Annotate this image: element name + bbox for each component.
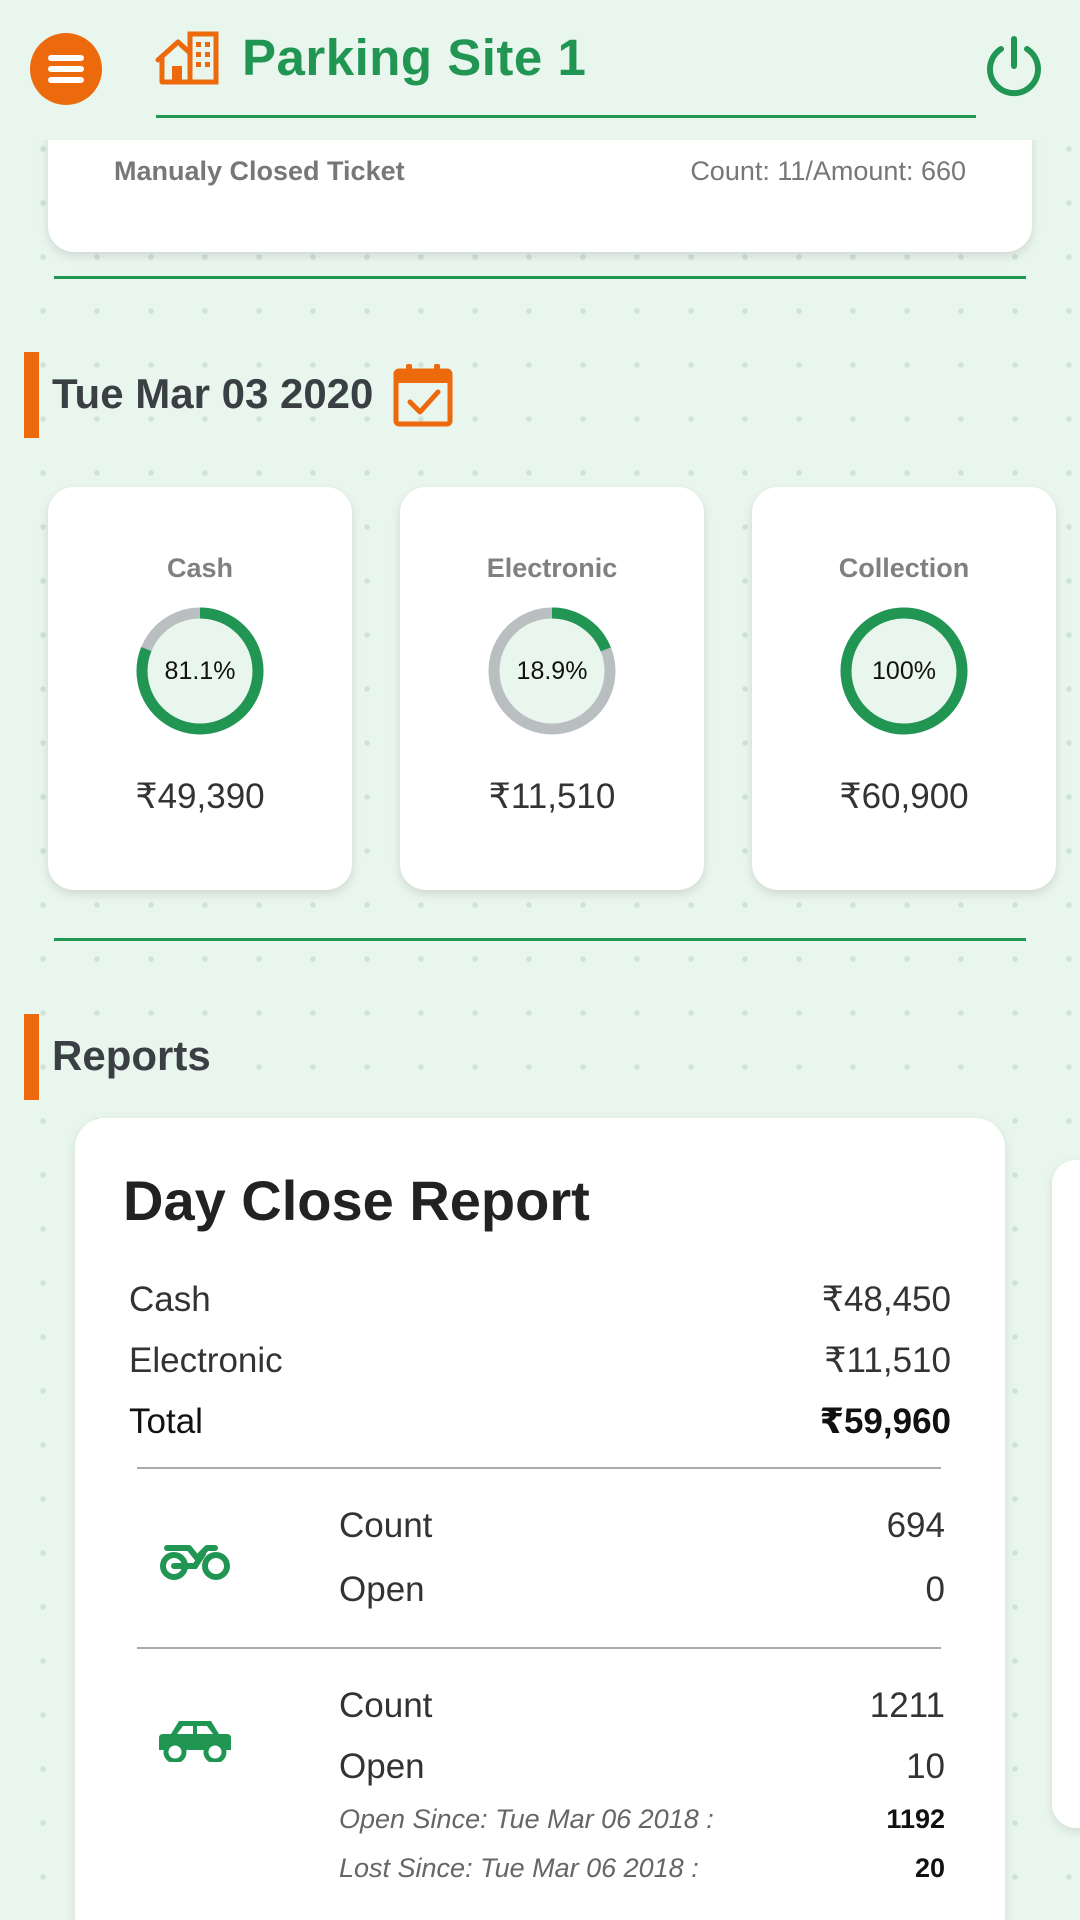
building-home-icon — [155, 31, 219, 85]
row-label: Total — [129, 1402, 203, 1441]
manual-closed-ticket-value: Count: 11/Amount: 660 — [690, 156, 966, 186]
row-value: 1192 — [886, 1804, 945, 1834]
row-value: 694 — [886, 1506, 945, 1545]
row-label: Electronic — [129, 1341, 283, 1380]
report-separator — [137, 1467, 941, 1469]
page-title: Parking Site 1 — [242, 29, 587, 86]
header-underline — [156, 115, 976, 118]
row-label: Count — [339, 1686, 433, 1725]
section-accent-bar — [24, 352, 39, 438]
stat-amount: ₹49,390 — [135, 777, 265, 816]
row-value: 20 — [914, 1853, 945, 1883]
car-open-since-row: Open Since: Tue Mar 06 2018 : 1192 — [339, 1804, 945, 1835]
cash-stat-card: Cash 81.1% ₹49,390 — [48, 487, 352, 890]
bike-count-row: Count 694 — [339, 1506, 945, 1546]
row-label: Cash — [129, 1280, 211, 1319]
car-lost-since-row: Lost Since: Tue Mar 06 2018 : 20 — [339, 1853, 945, 1884]
section-divider — [54, 938, 1026, 941]
cash-progress-ring — [136, 607, 264, 735]
next-report-card[interactable] — [1052, 1160, 1080, 1828]
row-label: Lost Since: Tue Mar 06 2018 : — [339, 1853, 699, 1883]
calendar-check-icon[interactable] — [392, 362, 454, 428]
bike-open-row: Open 0 — [339, 1570, 945, 1610]
menu-button[interactable] — [30, 33, 102, 105]
row-value: ₹59,960 — [819, 1402, 951, 1441]
motorcycle-icon — [160, 1545, 230, 1580]
car-icon — [159, 1721, 231, 1762]
section-divider — [54, 276, 1026, 279]
collection-stat-card: Collection 100% ₹60,900 — [752, 487, 1056, 890]
app-header: Parking Site 1 — [0, 0, 1080, 140]
stat-amount: ₹60,900 — [839, 777, 969, 816]
row-label: Open — [339, 1570, 425, 1609]
day-close-report-card[interactable]: Day Close Report Cash ₹48,450 Electronic… — [75, 1118, 1005, 1920]
collection-progress-ring — [840, 607, 968, 735]
row-value: 0 — [925, 1570, 945, 1609]
hamburger-menu-icon — [48, 55, 84, 61]
electronic-stat-card: Electronic 18.9% ₹11,510 — [400, 487, 704, 890]
section-accent-bar — [24, 1014, 39, 1100]
stat-amount: ₹11,510 — [488, 777, 616, 816]
row-value: ₹11,510 — [824, 1341, 951, 1380]
report-cash-row: Cash ₹48,450 — [129, 1280, 951, 1320]
row-value: ₹48,450 — [821, 1280, 951, 1319]
row-value: 10 — [906, 1747, 945, 1786]
report-separator — [137, 1647, 941, 1649]
row-label: Open — [339, 1747, 425, 1786]
report-total-row: Total ₹59,960 — [129, 1402, 951, 1442]
power-icon[interactable] — [982, 34, 1046, 98]
car-count-row: Count 1211 — [339, 1686, 945, 1726]
date-title: Tue Mar 03 2020 — [52, 370, 374, 417]
stat-percent: 100% — [872, 657, 936, 685]
row-label: Open Since: Tue Mar 06 2018 : — [339, 1804, 714, 1834]
report-electronic-row: Electronic ₹11,510 — [129, 1341, 951, 1381]
stat-percent: 18.9% — [516, 657, 588, 685]
car-open-row: Open 10 — [339, 1747, 945, 1787]
report-title: Day Close Report — [123, 1169, 590, 1232]
stat-label: Collection — [838, 553, 970, 583]
electronic-progress-ring — [488, 607, 616, 735]
stat-label: Electronic — [486, 553, 618, 583]
row-label: Count — [339, 1506, 433, 1545]
manual-closed-ticket-label: Manualy Closed Ticket — [114, 156, 405, 186]
stat-label: Cash — [166, 553, 234, 583]
row-value: 1211 — [869, 1686, 945, 1725]
stat-percent: 81.1% — [164, 657, 236, 685]
reports-title: Reports — [52, 1032, 211, 1079]
